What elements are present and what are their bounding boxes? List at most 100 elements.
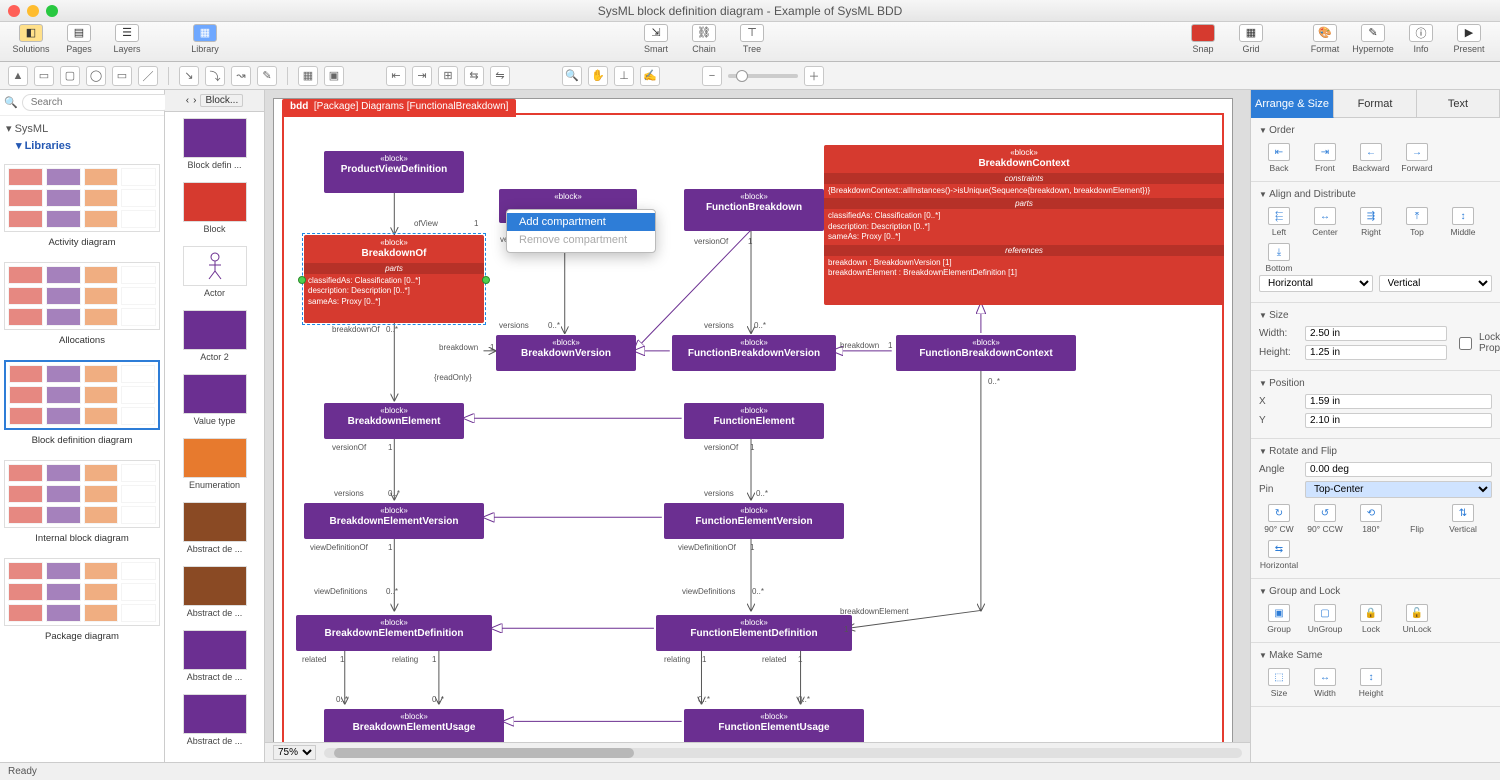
library-category[interactable]: [4, 262, 160, 330]
angle-input[interactable]: [1305, 462, 1492, 477]
distribute-v-select[interactable]: Vertical: [1379, 275, 1493, 292]
hscrollbar[interactable]: [324, 748, 1242, 758]
same-size-button[interactable]: ⬚Size: [1259, 668, 1299, 698]
select-tool-icon[interactable]: ▭: [34, 66, 54, 86]
group-button[interactable]: ▣Group: [1259, 604, 1299, 634]
pin-select[interactable]: Top-Center: [1305, 481, 1492, 498]
same-width-button[interactable]: ↔Width: [1305, 668, 1345, 698]
connector1-icon[interactable]: ↘: [179, 66, 199, 86]
stencil-item[interactable]: Actor 2: [165, 304, 264, 368]
lock-button[interactable]: 🔒Lock: [1351, 604, 1391, 634]
block-fed[interactable]: «block»FunctionElementDefinition: [656, 615, 852, 651]
library-category[interactable]: [4, 164, 160, 232]
solutions-button[interactable]: ◧Solutions: [8, 24, 54, 60]
pos-y-input[interactable]: [1305, 413, 1492, 428]
block-pvd[interactable]: «block»ProductViewDefinition: [324, 151, 464, 193]
section-position[interactable]: Position: [1259, 375, 1492, 392]
smart-button[interactable]: ⇲Smart: [633, 24, 679, 60]
zoom-in-icon[interactable]: ＋: [804, 66, 824, 86]
hypernote-button[interactable]: ✎Hypernote: [1350, 24, 1396, 60]
menu-add-compartment[interactable]: Add compartment: [507, 213, 655, 231]
tab-text[interactable]: Text: [1417, 90, 1500, 118]
tree-root[interactable]: ▾ SysML: [6, 120, 158, 137]
brush-tool-icon[interactable]: ✎: [257, 66, 277, 86]
align-left-button[interactable]: ⬱Left: [1259, 207, 1299, 237]
section-group[interactable]: Group and Lock: [1259, 583, 1492, 600]
breadcrumb[interactable]: Block...: [200, 94, 243, 107]
stencil-item[interactable]: Block: [165, 176, 264, 240]
ungroup-button[interactable]: ▢UnGroup: [1305, 604, 1345, 634]
library-button[interactable]: ▦Library: [182, 24, 228, 60]
rotate-ccw-button[interactable]: ↺90° CCW: [1305, 504, 1345, 534]
pos-x-input[interactable]: [1305, 394, 1492, 409]
align-tool2-icon[interactable]: ⇥: [412, 66, 432, 86]
tree-button[interactable]: ⊤Tree: [729, 24, 775, 60]
rect-tool-icon[interactable]: ▢: [60, 66, 80, 86]
section-align[interactable]: Align and Distribute: [1259, 186, 1492, 203]
grid-button[interactable]: ▦Grid: [1228, 24, 1274, 60]
pan-tool-icon[interactable]: ✋: [588, 66, 608, 86]
info-button[interactable]: ⓘInfo: [1398, 24, 1444, 60]
section-rotate[interactable]: Rotate and Flip: [1259, 443, 1492, 460]
align-middle-button[interactable]: ↕Middle: [1443, 207, 1483, 237]
section-order[interactable]: Order: [1259, 122, 1492, 139]
search-tool-icon[interactable]: 🔍: [562, 66, 582, 86]
lock-proportions-checkbox[interactable]: [1459, 337, 1472, 350]
flip-h-button[interactable]: ⇆Horizontal: [1259, 540, 1299, 570]
flip-v-button[interactable]: ⇅Vertical: [1443, 504, 1483, 534]
height-input[interactable]: [1305, 345, 1447, 360]
stencil-item[interactable]: Abstract de ...: [165, 496, 264, 560]
block-be[interactable]: «block»BreakdownElement: [324, 403, 464, 439]
connector3-icon[interactable]: ↝: [231, 66, 251, 86]
block-fe[interactable]: «block»FunctionElement: [684, 403, 824, 439]
order-front-button[interactable]: ⇥Front: [1305, 143, 1345, 173]
tree-libraries[interactable]: ▾ Libraries: [6, 137, 158, 154]
chain-button[interactable]: ⛓Chain: [681, 24, 727, 60]
stencil-item[interactable]: Actor: [165, 240, 264, 304]
snap-button[interactable]: Snap: [1180, 24, 1226, 60]
block-fbv[interactable]: «block»FunctionBreakdownVersion: [672, 335, 836, 371]
block-feu[interactable]: «block»FunctionElementUsage: [684, 709, 864, 742]
library-category[interactable]: [4, 558, 160, 626]
align-bottom-button[interactable]: ⤓Bottom: [1259, 243, 1299, 273]
flip-tool-icon[interactable]: ⇋: [490, 66, 510, 86]
stamp-tool-icon[interactable]: ⊥: [614, 66, 634, 86]
connector2-icon[interactable]: ⤵: [205, 66, 225, 86]
tab-arrange[interactable]: Arrange & Size: [1251, 90, 1334, 118]
rotate-cw-button[interactable]: ↻90° CW: [1259, 504, 1299, 534]
section-same[interactable]: Make Same: [1259, 647, 1492, 664]
stencil-item[interactable]: Abstract de ...: [165, 624, 264, 688]
width-input[interactable]: [1305, 326, 1447, 341]
library-category[interactable]: [4, 460, 160, 528]
align-right-button[interactable]: ⇶Right: [1351, 207, 1391, 237]
block-fb[interactable]: «block»FunctionBreakdown: [684, 189, 824, 231]
zoom-select[interactable]: 75%: [273, 745, 316, 760]
canvas[interactable]: bdd bdd [Package] Diagrams [FunctionalBr…: [265, 90, 1250, 742]
align-tool3-icon[interactable]: ⊞: [438, 66, 458, 86]
block-fev[interactable]: «block»FunctionElementVersion: [664, 503, 844, 539]
diagram-page[interactable]: bdd bdd [Package] Diagrams [FunctionalBr…: [273, 98, 1233, 742]
block-beu[interactable]: «block»BreakdownElementUsage: [324, 709, 504, 742]
layers-button[interactable]: ☰Layers: [104, 24, 150, 60]
library-category[interactable]: [4, 360, 160, 430]
block-bed[interactable]: «block»BreakdownElementDefinition: [296, 615, 492, 651]
rotate-180-button[interactable]: ⟲180°: [1351, 504, 1391, 534]
distribute-h-select[interactable]: Horizontal: [1259, 275, 1373, 292]
unlock-button[interactable]: 🔓UnLock: [1397, 604, 1437, 634]
block-fbc[interactable]: «block»FunctionBreakdownContext: [896, 335, 1076, 371]
nav-fwd-icon[interactable]: ›: [193, 95, 196, 106]
same-height-button[interactable]: ↕Height: [1351, 668, 1391, 698]
stencil-item[interactable]: Abstract de ...: [165, 560, 264, 624]
pointer-tool-icon[interactable]: ▲: [8, 66, 28, 86]
ellipse-tool-icon[interactable]: ◯: [86, 66, 106, 86]
order-forward-button[interactable]: →Forward: [1397, 143, 1437, 173]
stencil-item[interactable]: Abstract de ...: [165, 688, 264, 752]
block-bev[interactable]: «block»BreakdownElementVersion: [304, 503, 484, 539]
line-tool-icon[interactable]: ／: [138, 66, 158, 86]
text-tool-icon[interactable]: ▭: [112, 66, 132, 86]
align-center-button[interactable]: ↔Center: [1305, 207, 1345, 237]
distribute-tool-icon[interactable]: ⇆: [464, 66, 484, 86]
table-tool-icon[interactable]: ▦: [298, 66, 318, 86]
order-back-button[interactable]: ⇤Back: [1259, 143, 1299, 173]
stencil-item[interactable]: Block defin ...: [165, 112, 264, 176]
